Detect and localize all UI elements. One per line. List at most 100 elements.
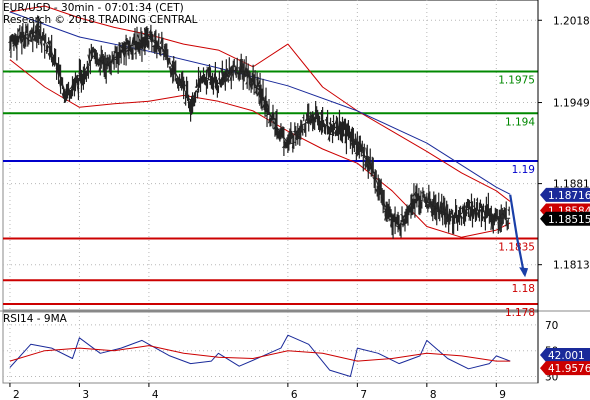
rsi-tag: 42.001 (540, 348, 590, 363)
price-bar-tick (318, 122, 322, 128)
price-bar-tick (355, 136, 358, 143)
price-bar-tick (354, 152, 357, 154)
price-bar-tick (144, 38, 148, 49)
price-bar-tick (288, 129, 292, 133)
price-bar-tick (345, 133, 348, 136)
price-bar-tick (385, 208, 388, 216)
price-bar-tick (425, 205, 429, 209)
price-bar-tick (126, 49, 129, 52)
price-bar-tick (158, 47, 162, 53)
price-bar-tick (214, 84, 217, 88)
price-bar-tick (217, 78, 220, 80)
price-bar-tick (205, 81, 208, 86)
price-bar-tick (319, 111, 323, 117)
price-bar-tick (237, 75, 240, 79)
price-bar-tick (366, 166, 369, 173)
price-bar-tick (39, 41, 43, 47)
x-tick-label: 6 (291, 389, 298, 400)
price-bar-tick (421, 192, 425, 197)
price-bar-tick (466, 212, 469, 214)
price-bar-tick (459, 217, 462, 219)
price-bar-tick (137, 46, 141, 54)
x-tick-label: 2 (13, 389, 20, 400)
price-bar-tick (82, 70, 85, 81)
price-bar-tick (258, 79, 261, 86)
price-bar-tick (291, 139, 295, 149)
rsi-tick-label: 70 (545, 320, 558, 332)
y-tick-label: 1.1813 (553, 260, 590, 272)
price-bar-tick (154, 44, 158, 50)
price-bar-tick (486, 207, 489, 214)
price-bar-tick (462, 204, 466, 217)
price-bar-tick (183, 101, 187, 104)
price-bar-tick (23, 30, 27, 42)
price-bar-tick (123, 47, 126, 49)
price-bar-tick (230, 65, 233, 69)
price-bar-tick (444, 204, 448, 211)
price-bar-tick (402, 219, 405, 222)
price-bar-tick (415, 195, 419, 200)
price-bar-tick (229, 75, 232, 82)
price-bar-tick (18, 35, 22, 42)
price-bar-tick (384, 213, 387, 221)
price-bar-tick (37, 33, 41, 36)
price-bar-tick (339, 134, 342, 137)
price-bar-tick (297, 131, 300, 133)
forecast-arrow-line (509, 194, 526, 275)
price-bar-tick (268, 117, 271, 124)
price-bar-tick (153, 33, 157, 43)
price-bar-tick (432, 207, 436, 212)
price-bar-tick (160, 37, 164, 40)
price-bar-tick (328, 122, 331, 126)
price-bar-tick (139, 41, 143, 49)
price-bar-tick (231, 72, 234, 79)
price-bar-tick (438, 203, 442, 213)
price-bar-tick (87, 54, 90, 61)
price-bar-tick (269, 118, 272, 123)
price-bar-tick (491, 219, 494, 224)
price-bar-tick (303, 127, 307, 132)
price-bar-tick (134, 51, 137, 55)
price-tag-box (540, 187, 590, 202)
price-bar-tick (492, 220, 495, 224)
price-bar-tick (468, 208, 472, 221)
price-bar-tick (327, 134, 331, 141)
price-bar-tick (226, 75, 229, 82)
price-bar-tick (240, 63, 243, 70)
price-bar-tick (498, 219, 501, 223)
price-bar-tick (122, 50, 125, 57)
price-bar-tick (234, 71, 237, 77)
price-tag-label: 1.18515 (548, 214, 590, 226)
rsi-line (9, 334, 511, 377)
price-bar-tick (281, 128, 284, 132)
price-bar-tick (62, 91, 65, 94)
price-bar-tick (67, 91, 70, 96)
price-bar-tick (448, 217, 452, 220)
price-bar-tick (487, 210, 490, 214)
price-bar-tick (369, 167, 372, 170)
price-bar-tick (371, 159, 374, 162)
price-bar-tick (460, 207, 463, 210)
price-bar-tick (474, 207, 477, 214)
price-bar-tick (216, 85, 219, 88)
price-bar-tick (225, 72, 228, 76)
price-bar-tick (204, 81, 207, 84)
price-bar-tick (482, 216, 485, 220)
price-bar-tick (189, 105, 192, 108)
price-bar-tick (75, 77, 78, 80)
price-bar-tick (365, 147, 368, 160)
price-bar-tick (376, 188, 379, 198)
price-bar-tick (360, 143, 363, 150)
price-bar-tick (300, 130, 304, 134)
price-bar-tick (333, 131, 336, 135)
price-bar-tick (243, 72, 246, 76)
price-bar-tick (147, 34, 151, 38)
price-bar-tick (308, 115, 312, 118)
price-bar-tick (78, 68, 81, 75)
price-bar-tick (481, 205, 484, 208)
y-tick-label: 1.1949 (553, 98, 590, 110)
price-bar-tick (85, 70, 88, 74)
price-bar-tick (471, 214, 474, 216)
price-bar-tick (367, 163, 370, 170)
price-bar-tick (451, 219, 455, 224)
